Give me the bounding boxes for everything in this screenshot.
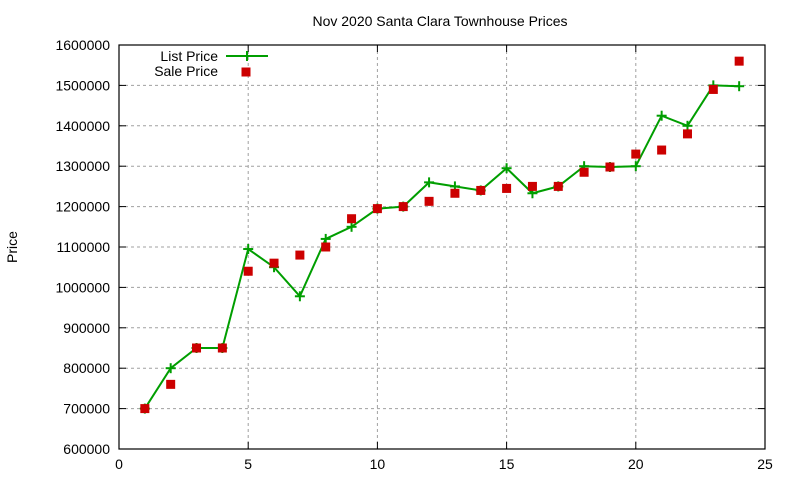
- axes: 600000 700000 800000 900000 1000000 1100000 12…: [55, 37, 773, 472]
- square-marker-icon: [192, 343, 202, 353]
- legend-label-sale-price: Sale Price: [154, 63, 218, 79]
- square-marker-icon: [657, 145, 667, 155]
- square-marker-icon: [372, 204, 382, 214]
- x-tick-label: 15: [499, 456, 515, 472]
- legend: List Price Sale Price: [154, 48, 268, 79]
- square-marker-icon: [631, 149, 641, 159]
- square-marker-icon: [321, 242, 331, 252]
- legend-label-list-price: List Price: [160, 48, 218, 64]
- y-tick-label: 1600000: [55, 37, 110, 53]
- x-tick-label: 0: [115, 456, 123, 472]
- y-tick-label: 900000: [63, 320, 110, 336]
- series-sale-price: [140, 56, 744, 414]
- y-tick-label: 600000: [63, 441, 110, 457]
- square-marker-icon: [502, 183, 512, 193]
- square-marker-icon: [527, 181, 537, 191]
- y-tick-label: 1500000: [55, 77, 110, 93]
- x-tick-label: 5: [244, 456, 252, 472]
- square-marker-icon: [708, 84, 718, 94]
- x-tick-label: 20: [628, 456, 644, 472]
- y-tick-label: 1100000: [57, 239, 111, 255]
- x-tick-label: 25: [757, 456, 773, 472]
- square-marker-icon: [734, 56, 744, 66]
- legend-markers: [226, 51, 268, 77]
- square-marker-icon: [217, 343, 227, 353]
- y-tick-label: 1300000: [55, 158, 110, 174]
- gridlines: [119, 45, 765, 449]
- square-marker-icon: [295, 250, 305, 260]
- square-marker-icon: [398, 202, 408, 212]
- square-marker-icon: [579, 167, 589, 177]
- y-tick-label: 1200000: [55, 199, 110, 215]
- square-marker-icon: [347, 214, 357, 224]
- square-marker-icon: [476, 185, 486, 195]
- square-marker-icon: [241, 67, 251, 77]
- square-marker-icon: [450, 188, 460, 198]
- y-tick-label: 1400000: [55, 118, 110, 134]
- square-marker-icon: [166, 379, 176, 389]
- data-series: [139, 56, 745, 414]
- square-marker-icon: [269, 258, 279, 268]
- square-marker-icon: [605, 162, 615, 172]
- y-tick-label: 1000000: [55, 279, 110, 295]
- square-marker-icon: [424, 196, 434, 206]
- y-axis-label: Price: [4, 231, 20, 263]
- chart-title: Nov 2020 Santa Clara Townhouse Prices: [312, 13, 567, 29]
- y-tick-label: 800000: [63, 360, 110, 376]
- square-marker-icon: [243, 266, 253, 276]
- x-tick-label: 10: [370, 456, 386, 472]
- square-marker-icon: [140, 404, 150, 414]
- square-marker-icon: [553, 181, 563, 191]
- square-marker-icon: [682, 129, 692, 139]
- y-tick-label: 700000: [63, 401, 110, 417]
